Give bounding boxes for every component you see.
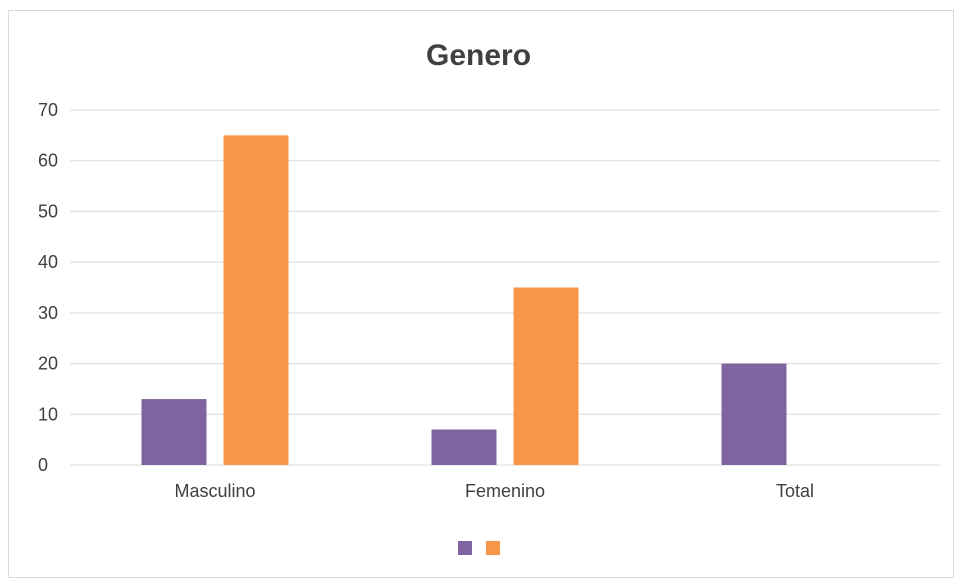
legend-item-series-1 (457, 541, 472, 555)
bar-total-series-1 (721, 363, 787, 465)
y-tick-label: 50 (38, 201, 58, 221)
chart-frame (8, 10, 954, 578)
legend (0, 541, 957, 555)
x-tick-label: Total (776, 481, 814, 501)
y-tick-label: 60 (38, 151, 58, 171)
legend-swatch (485, 541, 500, 555)
x-axis-labels: Masculino Femenino Total (174, 481, 814, 501)
gridlines (70, 109, 940, 466)
bar-femenino-series-2 (513, 287, 579, 465)
legend-item-series-2 (485, 541, 500, 555)
bars (141, 135, 787, 465)
y-tick-label: 40 (38, 252, 58, 272)
bar-femenino-series-1 (431, 429, 497, 465)
y-tick-label: 20 (38, 354, 58, 374)
y-tick-label: 10 (38, 404, 58, 424)
bar-masculino-series-2 (223, 135, 289, 465)
x-tick-label: Femenino (465, 481, 545, 501)
bar-masculino-series-1 (141, 399, 207, 465)
y-tick-label: 0 (38, 455, 48, 475)
y-axis-ticks: 0 10 20 30 40 50 60 70 (38, 100, 58, 475)
x-tick-label: Masculino (174, 481, 255, 501)
chart-title: Genero (425, 39, 532, 72)
y-tick-label: 70 (38, 100, 58, 120)
y-tick-label: 30 (38, 303, 58, 323)
legend-swatch (457, 541, 472, 555)
